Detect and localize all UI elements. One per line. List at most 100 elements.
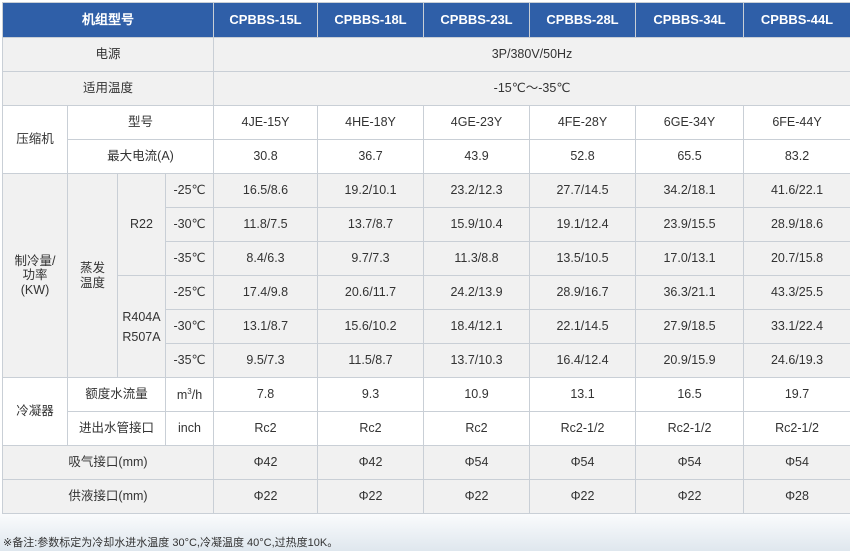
model-header-2: CPBBS-18L (317, 2, 425, 38)
power-row: 电源 3P/380V/50Hz (1, 37, 850, 72)
liquid-row: 供液接口(mm) Φ22 Φ22 Φ22 Φ22 Φ22 Φ28 (1, 479, 850, 514)
capacity-cell: 33.1/22.4 (743, 309, 850, 344)
liquid-cell: Φ28 (743, 479, 850, 514)
capacity-cell: 15.9/10.4 (423, 207, 531, 242)
pipe-cell: Rc2-1/2 (743, 411, 850, 446)
suction-cell: Φ54 (635, 445, 745, 480)
flow-cell: 19.7 (743, 377, 850, 412)
capacity-cell: 9.5/7.3 (213, 343, 319, 378)
evap-temp-cell: -30℃ (164, 309, 215, 344)
capacity-cell: 11.3/8.8 (423, 241, 531, 276)
r22-label: R22 (117, 173, 166, 276)
flow-unit-sup: 3 (187, 386, 192, 396)
capacity-row: -35℃ 8.4/6.3 9.7/7.3 11.3/8.8 13.5/10.5 … (3, 241, 850, 276)
capacity-cell: 11.8/7.5 (213, 207, 319, 242)
compressor-model-cell: 4GE-23Y (423, 105, 531, 140)
power-label: 电源 (1, 37, 215, 72)
compressor-model-row: 压缩机 型号 4JE-15Y 4HE-18Y 4GE-23Y 4FE-28Y 6… (2, 105, 850, 174)
compressor-current-label: 最大电流(A) (66, 139, 215, 174)
model-header-6: CPBBS-44L (743, 2, 850, 38)
liquid-cell: Φ22 (213, 479, 319, 514)
model-header-label: 机组型号 (1, 2, 215, 38)
capacity-cell: 19.2/10.1 (317, 173, 425, 208)
capacity-cell: 20.9/15.9 (635, 343, 745, 378)
capacity-cell: 16.4/12.4 (529, 343, 637, 378)
flow-unit-base: m (176, 387, 188, 402)
r507a-label: R507A (122, 329, 161, 344)
compressor-model-cell: 4FE-28Y (529, 105, 637, 140)
evap-temp-cell: -35℃ (164, 343, 215, 378)
current-cell: 52.8 (529, 139, 637, 174)
capacity-cell: 13.7/8.7 (317, 207, 425, 242)
suction-row: 吸气接口(mm) Φ42 Φ42 Φ54 Φ54 Φ54 Φ54 (1, 445, 850, 480)
pipe-cell: Rc2-1/2 (635, 411, 745, 446)
capacity-cell: 27.7/14.5 (529, 173, 637, 208)
evap-temp-cell: -30℃ (164, 207, 215, 242)
flow-cell: 9.3 (317, 377, 425, 412)
compressor-model-cell: 4HE-18Y (317, 105, 425, 140)
suction-label: 吸气接口(mm) (1, 445, 215, 480)
capacity-cell: 28.9/16.7 (529, 275, 637, 310)
capacity-label-text: 制冷量/功率(KW) (14, 253, 56, 297)
capacity-cell: 24.6/19.3 (743, 343, 850, 378)
evap-temp-cell: -35℃ (164, 241, 215, 276)
power-value: 3P/380V/50Hz (213, 37, 850, 72)
capacity-cell: 43.3/25.5 (743, 275, 850, 310)
condenser-flow-row: 冷凝器 额度水流量 m3/h 7.8 9.3 10.9 13.1 16.5 19… (2, 377, 850, 446)
capacity-cell: 15.6/10.2 (317, 309, 425, 344)
capacity-row: -35℃ 9.5/7.3 11.5/8.7 13.7/10.3 16.4/12.… (3, 343, 850, 378)
capacity-cell: 36.3/21.1 (635, 275, 745, 310)
liquid-cell: Φ22 (635, 479, 745, 514)
current-cell: 36.7 (317, 139, 425, 174)
suction-cell: Φ54 (529, 445, 637, 480)
evap-temp-label: 蒸发温度 (67, 173, 118, 378)
model-header-1: CPBBS-15L (213, 2, 319, 38)
flow-unit-tail: /h (191, 387, 203, 402)
current-cell: 83.2 (743, 139, 850, 174)
model-header-4: CPBBS-28L (529, 2, 637, 38)
compressor-label: 压缩机 (2, 105, 68, 174)
suction-cell: Φ42 (213, 445, 319, 480)
capacity-cell: 8.4/6.3 (213, 241, 319, 276)
capacity-cell: 13.7/10.3 (423, 343, 531, 378)
condenser-pipe-row: 进出水管接口 inch Rc2 Rc2 Rc2 Rc2-1/2 Rc2-1/2 … (3, 411, 850, 446)
temp-range-value: -15℃～-35℃ (213, 71, 850, 106)
capacity-cell: 9.7/7.3 (317, 241, 425, 276)
capacity-cell: 13.1/8.7 (213, 309, 319, 344)
pipe-label: 进出水管接口 (67, 411, 166, 446)
liquid-cell: Φ22 (529, 479, 637, 514)
current-cell: 30.8 (213, 139, 319, 174)
capacity-cell: 27.9/18.5 (635, 309, 745, 344)
capacity-cell: 28.9/18.6 (743, 207, 850, 242)
compressor-current-row: 最大电流(A) 30.8 36.7 43.9 52.8 65.5 83.2 (3, 139, 850, 174)
model-header-3: CPBBS-23L (423, 2, 531, 38)
capacity-row: 制冷量/功率(KW) 蒸发温度 R22 -25℃ 16.5/8.6 19.2/1… (2, 173, 850, 378)
temp-range-row: 适用温度 -15℃～-35℃ (1, 71, 850, 106)
flow-label: 额度水流量 (67, 377, 166, 412)
current-cell: 65.5 (635, 139, 745, 174)
capacity-cell: 19.1/12.4 (529, 207, 637, 242)
capacity-label: 制冷量/功率(KW) (2, 173, 68, 378)
liquid-cell: Φ22 (423, 479, 531, 514)
capacity-cell: 23.9/15.5 (635, 207, 745, 242)
pipe-cell: Rc2 (317, 411, 425, 446)
evap-temp-cell: -25℃ (164, 275, 215, 310)
flow-cell: 7.8 (213, 377, 319, 412)
flow-cell: 13.1 (529, 377, 637, 412)
capacity-cell: 20.6/11.7 (317, 275, 425, 310)
flow-cell: 16.5 (635, 377, 745, 412)
capacity-cell: 41.6/22.1 (743, 173, 850, 208)
header-row: 机组型号 CPBBS-15L CPBBS-18L CPBBS-23L CPBBS… (1, 2, 850, 38)
current-cell: 43.9 (423, 139, 531, 174)
compressor-model-label: 型号 (66, 105, 215, 140)
pipe-cell: Rc2 (213, 411, 319, 446)
capacity-cell: 24.2/13.9 (423, 275, 531, 310)
suction-cell: Φ54 (423, 445, 531, 480)
capacity-cell: 17.0/13.1 (635, 241, 745, 276)
suction-cell: Φ54 (743, 445, 850, 480)
spec-table: 机组型号 CPBBS-15L CPBBS-18L CPBBS-23L CPBBS… (1, 2, 850, 514)
pipe-cell: Rc2-1/2 (529, 411, 637, 446)
capacity-cell: 20.7/15.8 (743, 241, 850, 276)
capacity-row: -30℃ 11.8/7.5 13.7/8.7 15.9/10.4 19.1/12… (3, 207, 850, 242)
